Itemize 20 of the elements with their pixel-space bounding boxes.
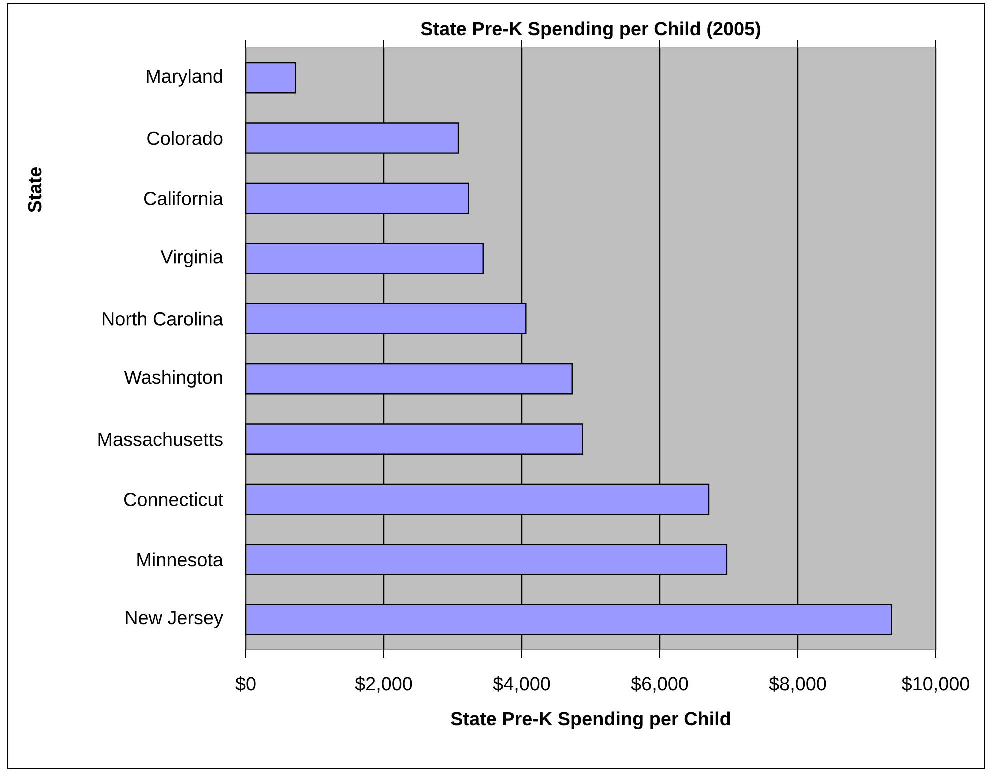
- y-tick-label: Washington: [124, 370, 222, 388]
- y-tick-label: California: [144, 192, 224, 206]
- y-tick-label: New Jersey: [126, 611, 224, 628]
- x-axis-title: State Pre-K Spending per Child: [451, 712, 730, 730]
- y-tick-label: Minnesota: [138, 552, 224, 567]
- y-tick-label: Connecticut: [124, 492, 224, 506]
- chart-title: State Pre-K Spending per Child (2005): [421, 22, 760, 40]
- y-tick-label: Colorado: [148, 131, 223, 146]
- x-tick-label: $2,000: [355, 676, 412, 693]
- y-tick-label: North Carolina: [103, 312, 224, 326]
- x-tick-label: $4,000: [493, 676, 550, 693]
- y-axis-title: State: [28, 168, 42, 213]
- y-tick-label: Virginia: [160, 250, 224, 268]
- x-tick-label: $6,000: [631, 676, 688, 693]
- x-tick-label: $8,000: [769, 676, 826, 693]
- bar: [245, 62, 296, 94]
- y-tick-label: Massachusetts: [98, 432, 223, 446]
- y-tick-label: Maryland: [147, 69, 222, 87]
- x-tick-label: $10,000: [902, 676, 970, 693]
- x-tick-label: $0: [236, 676, 256, 692]
